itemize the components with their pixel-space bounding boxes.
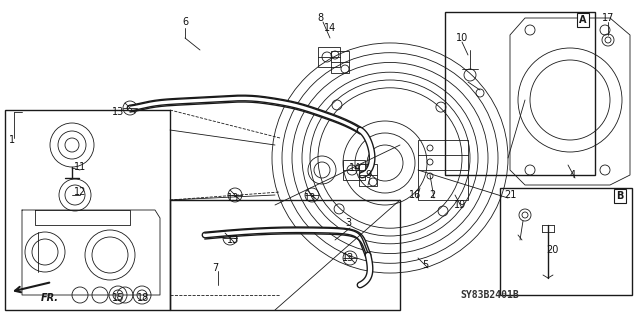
Text: 1: 1 bbox=[9, 135, 15, 145]
Bar bbox=[418, 140, 468, 200]
Text: B: B bbox=[616, 191, 624, 201]
Text: 19: 19 bbox=[454, 200, 466, 210]
Text: A: A bbox=[579, 15, 587, 25]
Bar bbox=[343, 160, 365, 180]
Bar bbox=[170, 200, 400, 310]
Text: 6: 6 bbox=[182, 17, 188, 27]
Text: 14: 14 bbox=[324, 23, 336, 33]
Text: 13: 13 bbox=[112, 107, 124, 117]
Bar bbox=[445, 12, 595, 175]
Text: 18: 18 bbox=[137, 293, 149, 303]
Text: 16: 16 bbox=[409, 190, 421, 200]
Text: 5: 5 bbox=[422, 260, 428, 270]
Text: 15: 15 bbox=[112, 293, 124, 303]
Bar bbox=[359, 164, 377, 186]
Text: 12: 12 bbox=[74, 187, 86, 197]
Text: 3: 3 bbox=[345, 218, 351, 228]
Text: SY83B2401B: SY83B2401B bbox=[461, 290, 520, 300]
Text: 13: 13 bbox=[227, 235, 239, 245]
Text: 21: 21 bbox=[504, 190, 516, 200]
Text: 11: 11 bbox=[74, 162, 86, 172]
Text: 13: 13 bbox=[227, 193, 239, 203]
Bar bbox=[331, 51, 349, 73]
Bar bbox=[5, 110, 170, 310]
Text: 9: 9 bbox=[365, 170, 371, 180]
Text: 10: 10 bbox=[456, 33, 468, 43]
Text: 8: 8 bbox=[317, 13, 323, 23]
Bar bbox=[318, 47, 340, 67]
Text: 13: 13 bbox=[304, 193, 316, 203]
Text: 7: 7 bbox=[212, 263, 218, 273]
Text: 14: 14 bbox=[349, 163, 361, 173]
Text: 13: 13 bbox=[342, 253, 354, 263]
Text: FR.: FR. bbox=[41, 293, 59, 303]
Text: 2: 2 bbox=[429, 190, 435, 200]
Text: 20: 20 bbox=[546, 245, 558, 255]
Text: 4: 4 bbox=[570, 170, 576, 180]
Bar bbox=[500, 188, 632, 295]
Text: 17: 17 bbox=[602, 13, 614, 23]
